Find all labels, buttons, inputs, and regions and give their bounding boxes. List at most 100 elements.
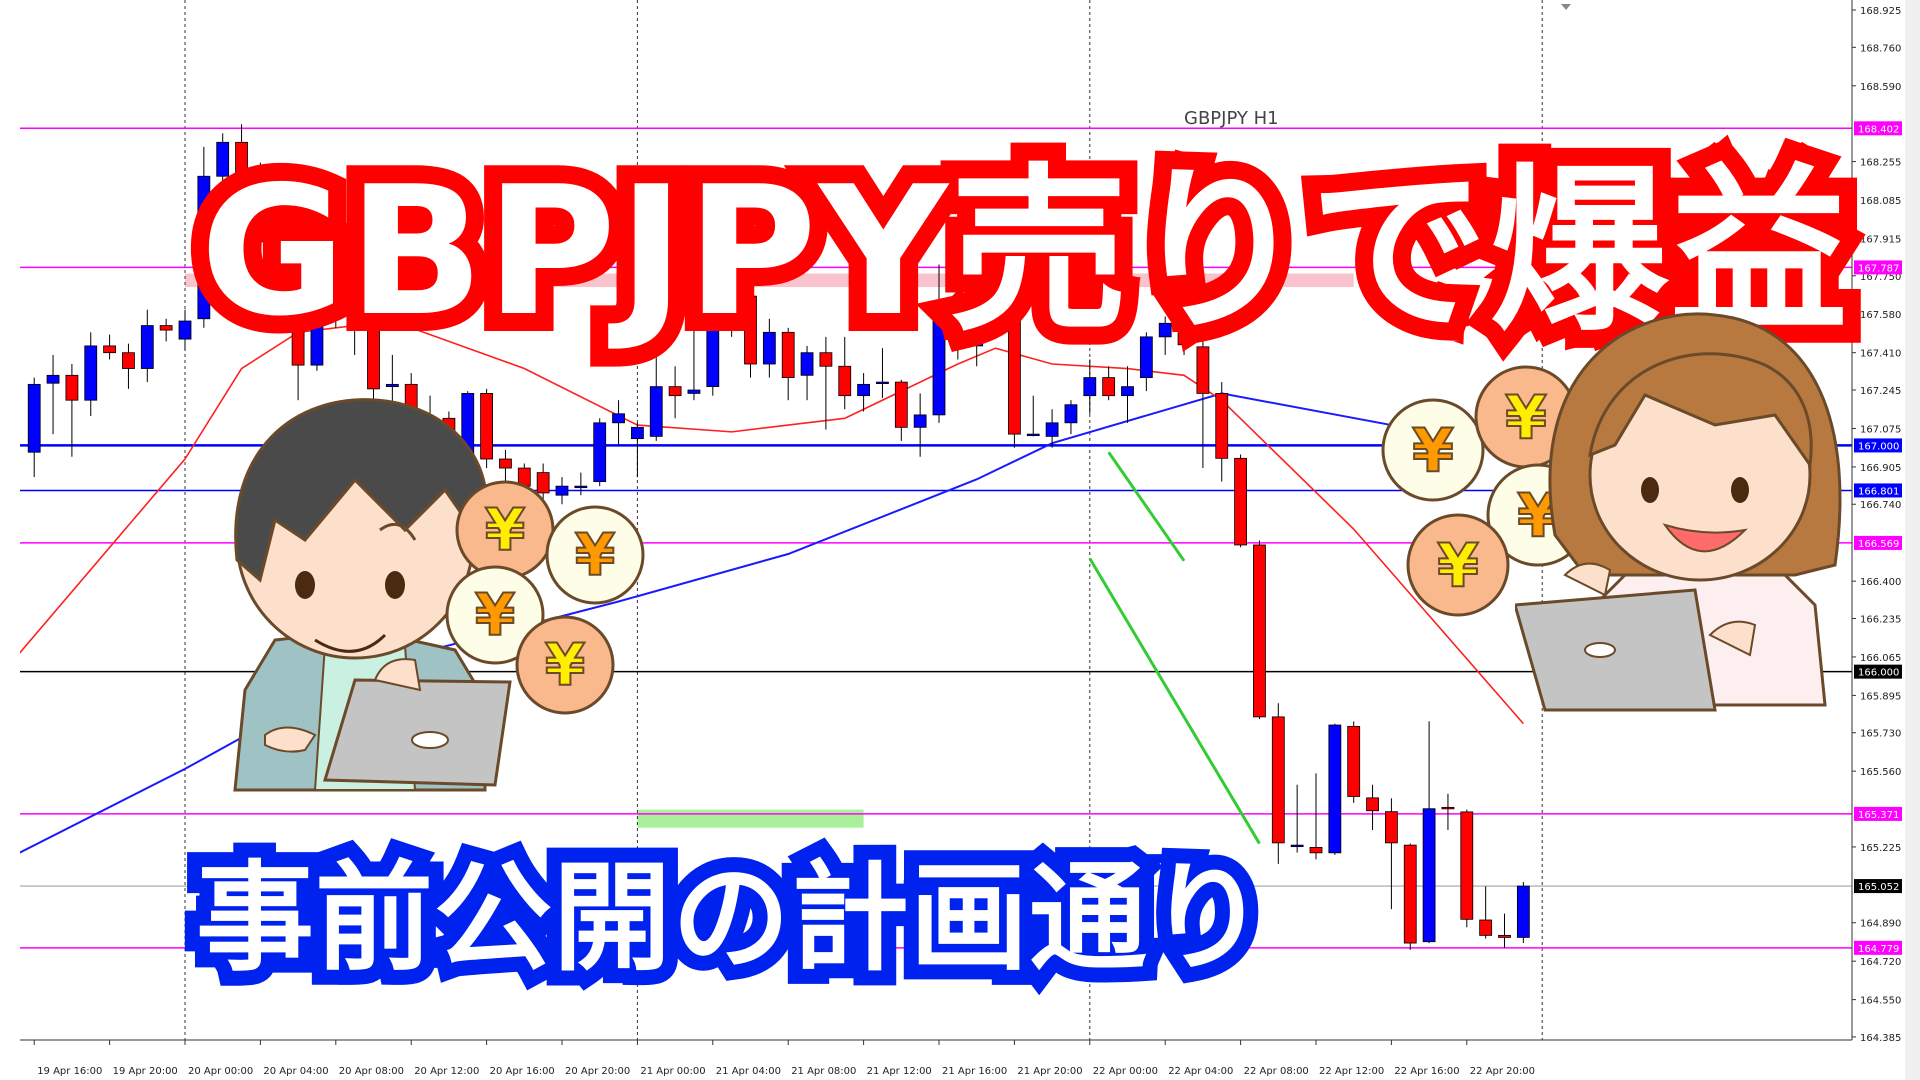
candle-body [574, 485, 588, 489]
price-tick-label: 166.065 [1860, 653, 1901, 664]
time-tick-label: 21 Apr 04:00 [716, 1066, 781, 1077]
level-price-tag [1854, 806, 1902, 821]
price-tick-label: 168.085 [1860, 196, 1901, 207]
candle [1403, 843, 1417, 950]
candle [781, 327, 795, 401]
candle-body [989, 284, 1002, 311]
window-edge [1905, 0, 1920, 1080]
price-tick-label: 167.915 [1860, 234, 1901, 245]
candle-body [1083, 377, 1097, 397]
candle-body [1422, 808, 1436, 943]
candle-body [1215, 393, 1229, 459]
candle [762, 318, 776, 378]
candle [1479, 886, 1493, 939]
candle [913, 393, 927, 457]
candle [1234, 454, 1247, 548]
time-tick-label: 22 Apr 16:00 [1394, 1066, 1459, 1077]
candle [970, 219, 984, 367]
candle-body [65, 374, 79, 401]
time-tick-label: 22 Apr 00:00 [1093, 1066, 1158, 1077]
price-tick-label: 166.905 [1860, 463, 1901, 474]
time-tick-label: 22 Apr 12:00 [1319, 1066, 1384, 1077]
price-tick-label: 166.400 [1860, 577, 1901, 588]
candle [122, 343, 135, 389]
chart-shift-marker [1561, 4, 1571, 10]
candle-body [367, 325, 380, 390]
candle [668, 366, 682, 419]
candle [744, 282, 757, 378]
candle [348, 287, 362, 355]
candle-body [197, 175, 211, 320]
candle [1347, 721, 1361, 803]
candle [649, 354, 663, 441]
time-tick-label: 20 Apr 16:00 [490, 1066, 555, 1077]
price-tick-label: 165.730 [1860, 729, 1901, 740]
level-price-label: 165.052 [1858, 882, 1899, 893]
level-price-tag [1854, 121, 1902, 136]
candle-body [46, 374, 60, 384]
level-price-tag [1854, 940, 1902, 955]
candle [197, 146, 211, 328]
level-price-tag [1854, 483, 1902, 498]
candle-body [1045, 422, 1059, 437]
candle-body [1196, 346, 1210, 394]
time-tick-label: 19 Apr 16:00 [37, 1066, 102, 1077]
yen-coin-icon: ¥ [455, 480, 555, 580]
candle [272, 230, 286, 315]
price-tick-label: 166.740 [1860, 500, 1901, 511]
price-tick-label: 167.245 [1860, 386, 1901, 397]
price-tick-label: 164.890 [1860, 919, 1901, 930]
woman-with-laptop-illustration [1515, 312, 1842, 712]
yen-coin-icon: ¥ [545, 505, 645, 605]
price-tick-label: 167.750 [1860, 272, 1901, 283]
candle [84, 332, 98, 417]
candle-body [1516, 885, 1530, 938]
candle-body [310, 318, 324, 366]
candle [876, 348, 889, 398]
yen-coins-left: ¥ ¥ ¥ ¥ [445, 470, 645, 730]
headline-text: GBPJPY売りで爆益 [182, 130, 1866, 373]
candle [1309, 773, 1323, 860]
candle [555, 477, 569, 505]
svg-text:¥: ¥ [1437, 531, 1479, 601]
candle [593, 418, 607, 487]
candle [536, 463, 550, 505]
candle-body [668, 386, 682, 397]
yen-coin-icon: ¥ [515, 615, 615, 715]
candle-body [291, 300, 305, 366]
candle [1196, 341, 1210, 469]
level-price-label: 166.569 [1858, 539, 1899, 550]
candle-body [951, 313, 965, 345]
candle-body [706, 313, 720, 388]
time-tick-label: 22 Apr 08:00 [1244, 1066, 1309, 1077]
level-price-label: 168.402 [1858, 124, 1899, 135]
candle [1253, 540, 1266, 720]
candle-body [1328, 724, 1342, 854]
candle-body [159, 325, 173, 331]
price-tick-label: 165.895 [1860, 691, 1901, 702]
candle [1460, 809, 1474, 928]
candle [687, 321, 701, 401]
svg-text:¥: ¥ [1505, 383, 1547, 453]
candle-body [253, 173, 267, 243]
yen-coin-icon: ¥ [1406, 513, 1510, 617]
candle-body [1309, 846, 1323, 854]
time-tick-label: 21 Apr 16:00 [942, 1066, 1007, 1077]
level-price-tag [1854, 438, 1902, 453]
time-tick-label: 22 Apr 20:00 [1470, 1066, 1535, 1077]
candle [574, 472, 588, 496]
candle-body [1366, 797, 1379, 812]
level-price-tag [1854, 260, 1902, 275]
candle [27, 377, 41, 478]
candle [838, 336, 852, 410]
price-zone [185, 273, 1354, 288]
candle [1441, 793, 1455, 830]
candle-body [1121, 386, 1134, 397]
time-tick-label: 21 Apr 00:00 [640, 1066, 705, 1077]
candle [65, 364, 79, 457]
price-tick-label: 167.580 [1860, 310, 1901, 321]
candle [1139, 332, 1153, 392]
svg-text:¥: ¥ [485, 496, 525, 564]
candle-body [385, 383, 399, 388]
candle [857, 373, 870, 412]
